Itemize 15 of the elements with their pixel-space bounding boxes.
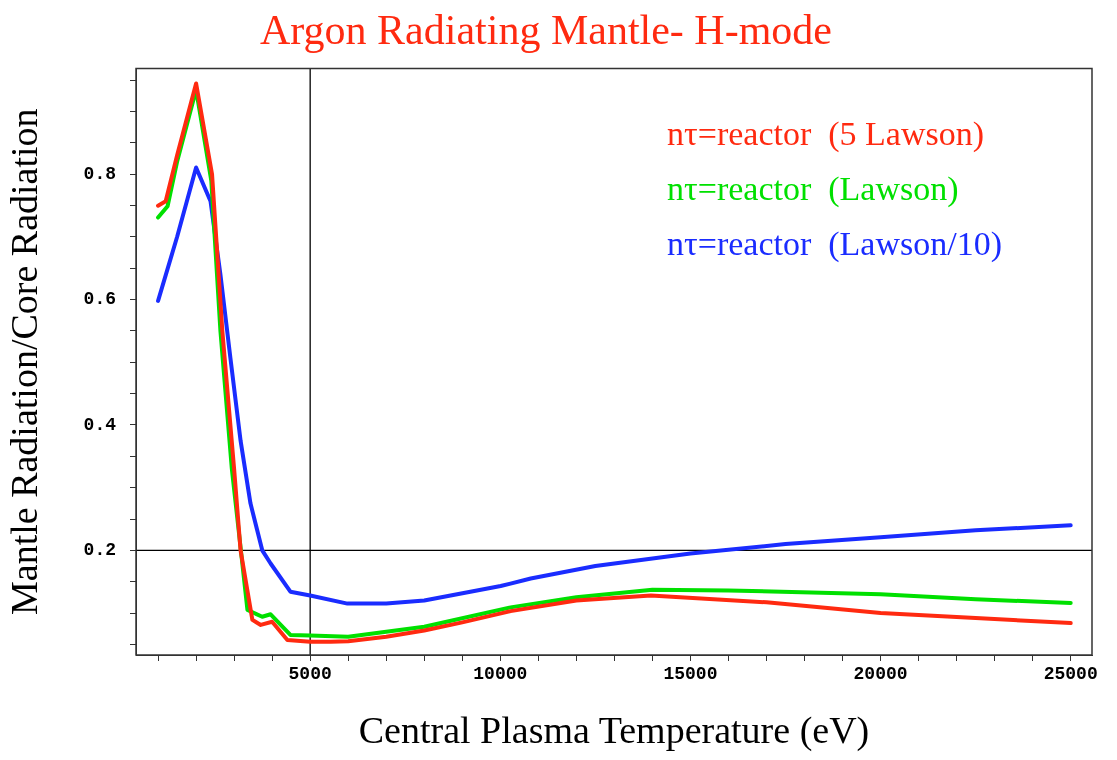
x-tick-label: 20000 xyxy=(853,664,908,685)
text: nτ=reactor (5 Lawson) xyxy=(667,115,985,154)
y-tick-label: 0.8 xyxy=(83,163,116,184)
y-axis-title: Mantle Radiation/Core Radiation xyxy=(2,108,45,615)
x-tick-label: 25000 xyxy=(1043,664,1098,685)
text: nτ=reactor (Lawson/10) xyxy=(667,225,1002,264)
y-tick-label: 0.6 xyxy=(83,289,116,310)
chart-title: Argon Radiating Mantle- H-mode xyxy=(260,7,832,54)
y-tick-label: 0.4 xyxy=(83,414,117,435)
x-axis-title: Central Plasma Temperature (eV) xyxy=(358,709,870,753)
x-tick-label: 15000 xyxy=(663,664,718,685)
x-tick-label: 10000 xyxy=(473,664,528,685)
y-tick-label: 0.2 xyxy=(83,539,116,560)
x-tick-label: 5000 xyxy=(288,664,332,685)
text: nτ=reactor (Lawson) xyxy=(667,170,959,209)
